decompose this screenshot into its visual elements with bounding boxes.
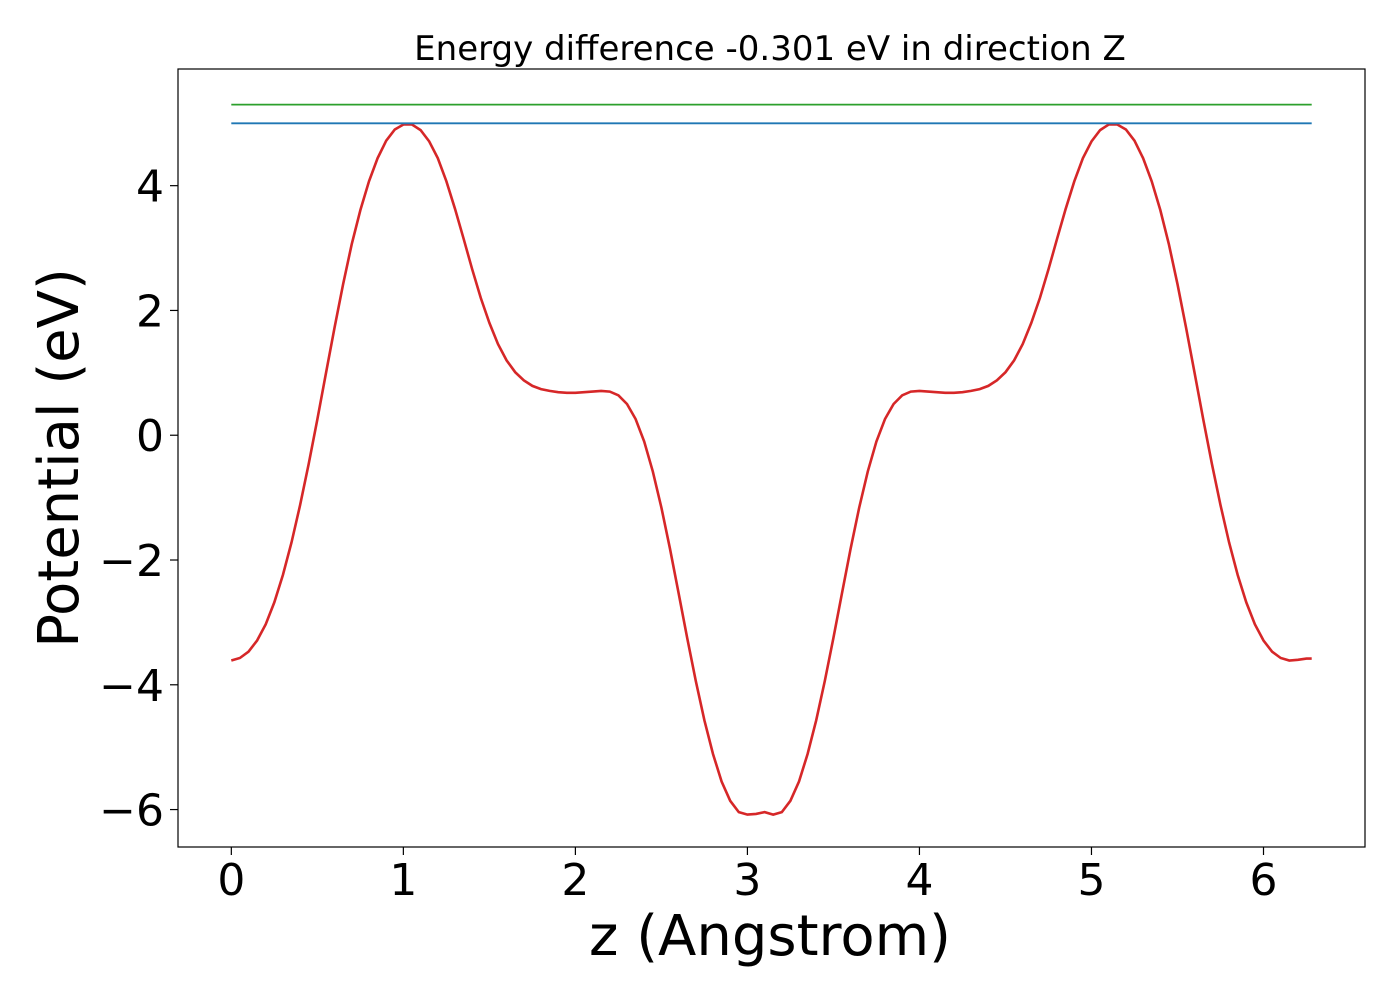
x-axis-label: z (Angstrom) xyxy=(589,904,951,969)
y-tick-label: 0 xyxy=(136,411,164,462)
x-tick-label: 5 xyxy=(1077,855,1105,906)
y-tick-label: −6 xyxy=(99,786,164,837)
plot-frame xyxy=(177,68,1366,848)
y-tick-label: 2 xyxy=(136,286,164,337)
y-tick-label: −2 xyxy=(99,536,164,587)
x-tick-label: 1 xyxy=(389,855,417,906)
y-axis-ticks: 4 2 0 −2 −4 −6 xyxy=(99,162,178,837)
y-tick-label: 4 xyxy=(136,162,164,213)
x-tick-label: 4 xyxy=(905,855,933,906)
x-tick-label: 2 xyxy=(561,855,589,906)
plot-area xyxy=(230,103,1312,816)
x-tick-label: 0 xyxy=(217,855,245,906)
series-line-1 xyxy=(230,123,1312,816)
y-tick-label: −4 xyxy=(99,661,164,712)
x-axis-ticks: 0 1 2 3 4 5 6 xyxy=(217,847,1278,906)
x-tick-label: 3 xyxy=(733,855,761,906)
y-axis-label: Potential (eV) xyxy=(27,268,92,648)
x-tick-label: 6 xyxy=(1250,855,1278,906)
chart-title: Energy difference -0.301 eV in direction… xyxy=(414,29,1126,69)
